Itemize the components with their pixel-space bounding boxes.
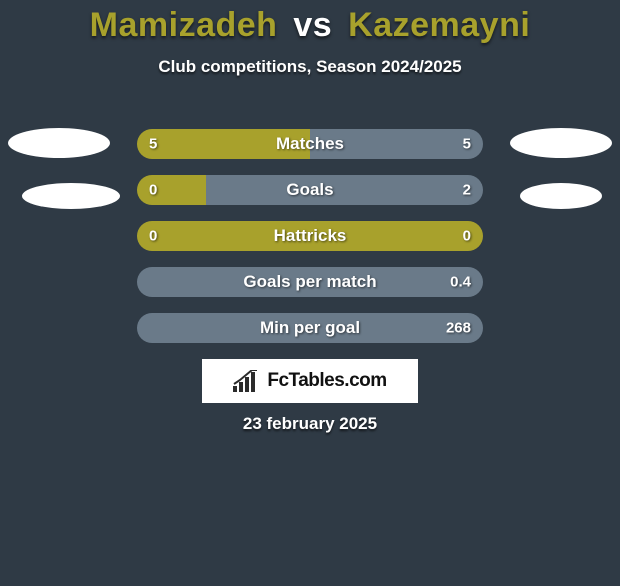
stat-bar-right xyxy=(137,267,483,297)
avatar-left-1 xyxy=(8,128,110,158)
page-title: Mamizadeh vs Kazemayni xyxy=(0,6,620,45)
stat-bar-right xyxy=(137,313,483,343)
stat-bar-right xyxy=(206,175,483,205)
title-vs: vs xyxy=(293,6,332,44)
title-player-left: Mamizadeh xyxy=(90,6,278,44)
bar-chart-icon xyxy=(233,370,261,392)
subtitle: Club competitions, Season 2024/2025 xyxy=(0,57,620,77)
stat-row: Goals per match0.4 xyxy=(137,267,483,297)
avatar-right-1 xyxy=(510,128,612,158)
stat-bar xyxy=(137,313,483,343)
stat-bar xyxy=(137,129,483,159)
stat-row: Matches55 xyxy=(137,129,483,159)
stat-bar-left xyxy=(137,221,483,251)
fctables-logo: FcTables.com xyxy=(202,359,418,403)
stat-bar xyxy=(137,267,483,297)
stat-bar xyxy=(137,175,483,205)
stat-bar-left xyxy=(137,129,310,159)
title-player-right: Kazemayni xyxy=(348,6,530,44)
stat-row: Min per goal268 xyxy=(137,313,483,343)
date-label: 23 february 2025 xyxy=(0,414,620,434)
avatar-right-2 xyxy=(520,183,602,209)
avatar-left-2 xyxy=(22,183,120,209)
stat-bar-right xyxy=(310,129,483,159)
logo-text: FcTables.com xyxy=(267,370,386,392)
stat-bar xyxy=(137,221,483,251)
stat-bar-left xyxy=(137,175,206,205)
stat-row: Goals02 xyxy=(137,175,483,205)
stat-row: Hattricks00 xyxy=(137,221,483,251)
